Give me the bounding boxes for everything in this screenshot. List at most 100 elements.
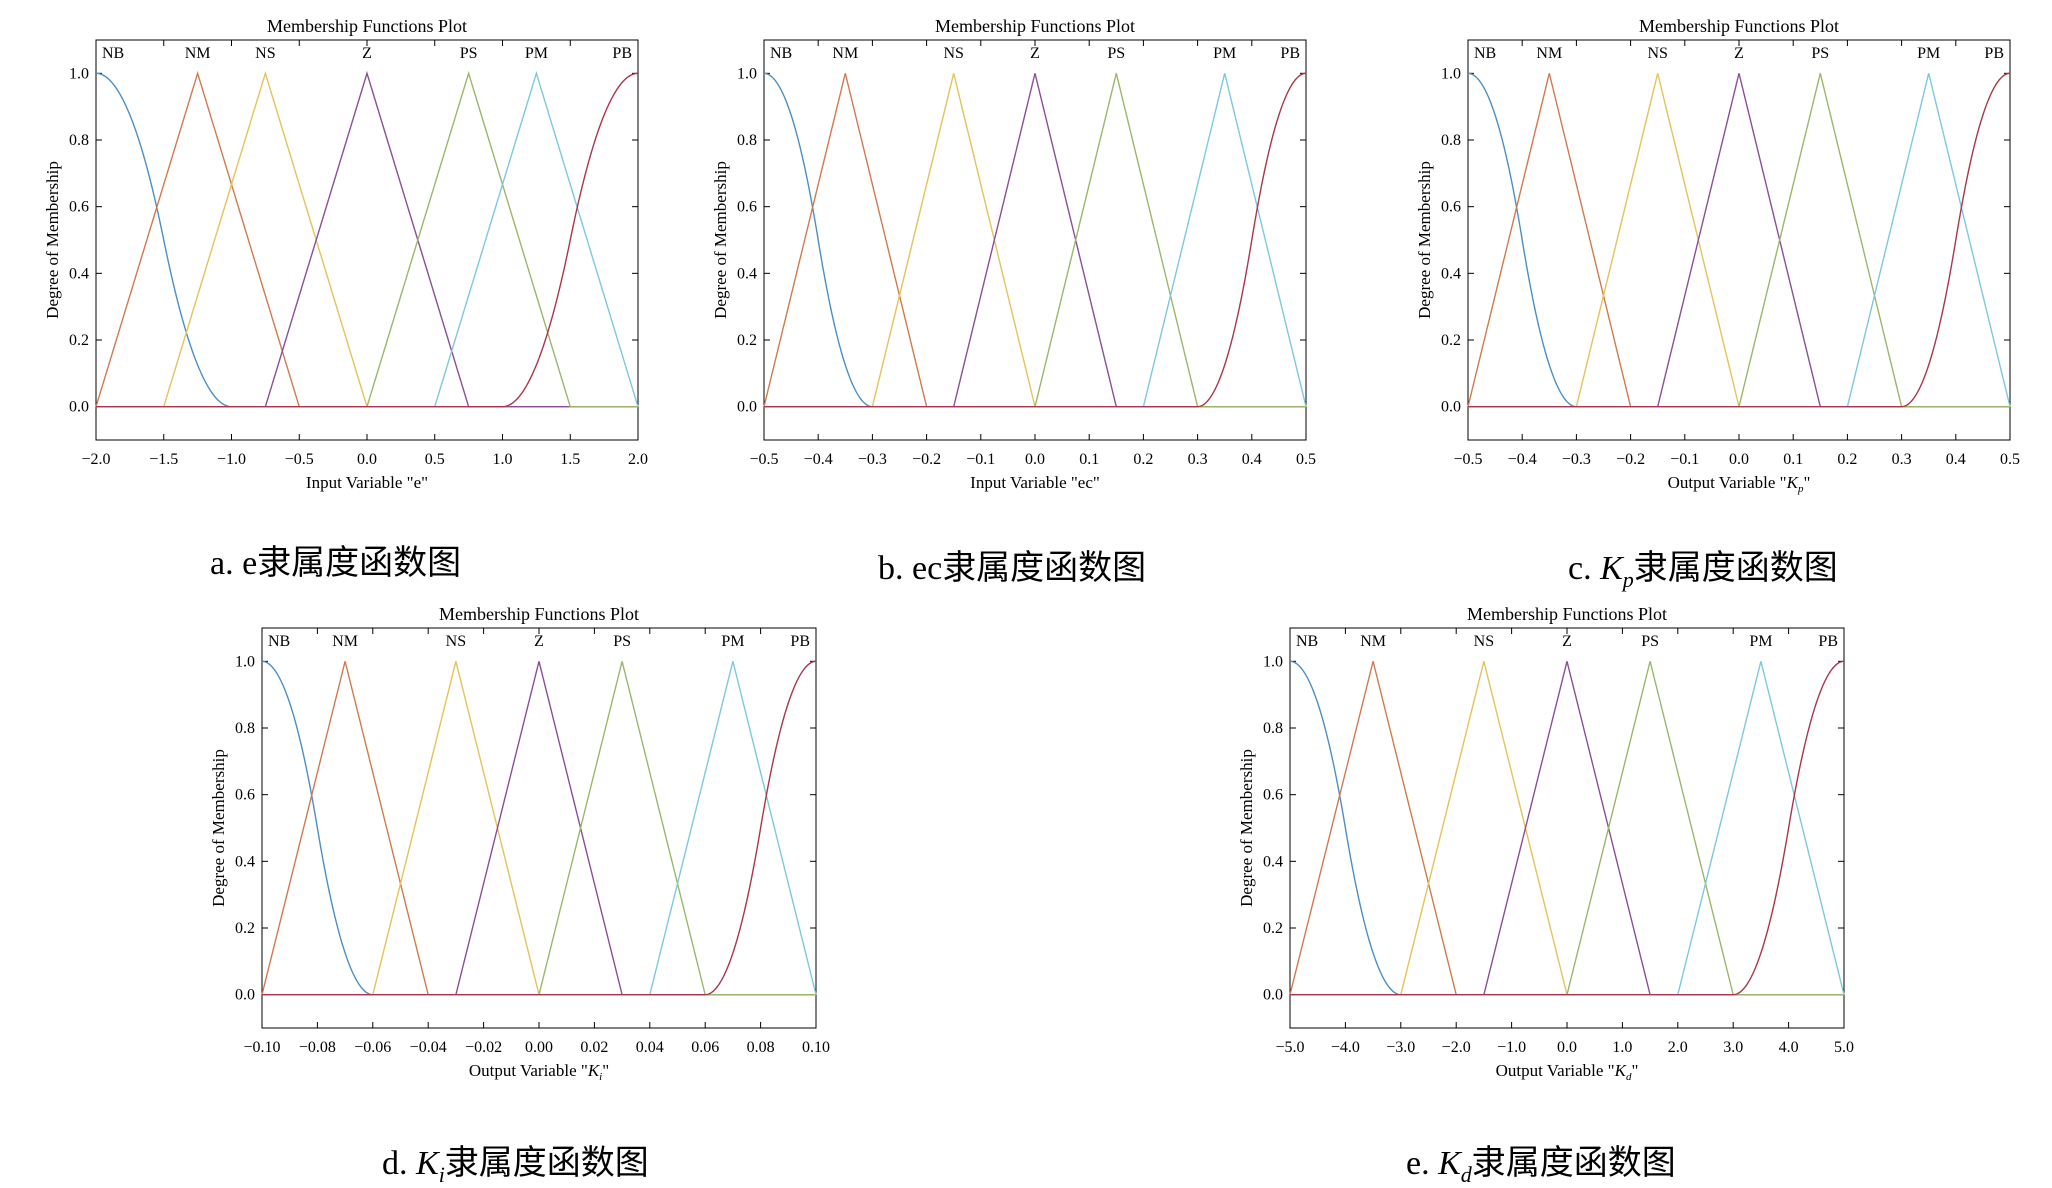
series-label-nb: NB	[770, 45, 792, 62]
series-curve-pm	[764, 73, 1307, 408]
series-label-nm: NM	[332, 633, 358, 650]
series-curve-z	[262, 661, 816, 996]
series-label-ps: PS	[613, 633, 631, 650]
series-curve-pb	[262, 660, 817, 996]
series-label-ps: PS	[1811, 45, 1829, 62]
y-tick-label: 0.2	[737, 332, 757, 349]
x-tick-label: −0.5	[1453, 451, 1482, 468]
x-tick-label: 0.0	[1729, 451, 1749, 468]
series-label-pm: PM	[525, 45, 548, 62]
series-curve-nb	[763, 72, 1306, 408]
series-label-pb: PB	[790, 633, 810, 650]
series-label-pb: PB	[1818, 633, 1838, 650]
x-tick-label: 0.4	[1946, 451, 1966, 468]
x-tick-label: 0.5	[425, 451, 445, 468]
x-tick-label: 0.4	[1242, 451, 1262, 468]
y-tick-label: 1.0	[1441, 65, 1461, 82]
x-tick-label: 0.04	[636, 1039, 664, 1056]
plot-frame	[1467, 39, 2011, 441]
x-tick-label: −0.02	[465, 1039, 502, 1056]
x-tick-label: 0.08	[747, 1039, 775, 1056]
y-tick-label: 0.0	[235, 987, 255, 1004]
caption-e-text: 隶属度函数图	[1471, 1145, 1676, 1182]
x-tick-label: 0.06	[691, 1039, 719, 1056]
y-tick-label: 0.8	[1263, 720, 1283, 737]
caption-c-prefix: c.	[1568, 550, 1592, 587]
x-axis-label-sub: d	[1626, 1071, 1632, 1083]
caption-b: b. ec隶属度函数图	[878, 540, 1146, 589]
chart-panel-a: Membership Functions Plot −2.0 −1.5 −1.0 −0.…	[43, 16, 648, 492]
series-label-pb: PB	[1984, 45, 2004, 62]
x-tick-label: 1.5	[560, 451, 580, 468]
series-label-z: Z	[1030, 45, 1040, 62]
series-label-ps: PS	[1641, 633, 1659, 650]
x-tick-label: 0.2	[1133, 451, 1153, 468]
series-label-pb: PB	[612, 45, 632, 62]
y-tick-label: 0.4	[737, 265, 757, 282]
x-axis-label-var: K	[1786, 473, 1800, 492]
series-curve-ns	[1468, 73, 2010, 408]
y-tick-label: 0.2	[69, 332, 89, 349]
x-tick-label: −0.2	[1616, 451, 1645, 468]
x-axis-label-sub: i	[599, 1071, 602, 1083]
x-tick-label: −0.08	[299, 1039, 336, 1056]
series-label-z: Z	[534, 633, 544, 650]
chart-title: Membership Functions Plot	[267, 16, 467, 36]
chart-title: Membership Functions Plot	[439, 604, 639, 624]
series-label-nb: NB	[102, 45, 124, 62]
series-label-nm: NM	[1360, 633, 1386, 650]
x-tick-label: 0.00	[525, 1039, 553, 1056]
series-curve-nb	[1467, 72, 2010, 408]
y-tick-label: 0.6	[69, 199, 89, 216]
caption-d-var: K	[416, 1145, 439, 1182]
caption-b-text: 隶属度函数图	[942, 550, 1147, 587]
series-label-z: Z	[1562, 633, 1572, 650]
caption-d: d. Ki隶属度函数图	[382, 1135, 649, 1188]
caption-e-sub: d	[1460, 1161, 1472, 1187]
series-label-nm: NM	[185, 45, 211, 62]
x-tick-label: 2.0	[628, 451, 648, 468]
series-curve-pb	[764, 72, 1307, 408]
chart-title: Membership Functions Plot	[1467, 604, 1667, 624]
x-tick-label: −0.4	[1508, 451, 1537, 468]
x-tick-label: 2.0	[1668, 1039, 1688, 1056]
x-tick-label: 4.0	[1779, 1039, 1799, 1056]
series-label-nm: NM	[832, 45, 858, 62]
caption-e: e. Kd隶属度函数图	[1406, 1135, 1676, 1188]
caption-a-prefix: a. e	[210, 545, 258, 582]
x-tick-label: −0.4	[804, 451, 833, 468]
x-tick-label: −5.0	[1275, 1039, 1304, 1056]
chart-title: Membership Functions Plot	[1639, 16, 1839, 36]
x-tick-label: −1.5	[149, 451, 178, 468]
x-axis-label-text: Output Variable "	[469, 1061, 588, 1080]
y-tick-label: 0.0	[1263, 987, 1283, 1004]
series-label-nm: NM	[1536, 45, 1562, 62]
y-tick-label: 0.6	[1263, 787, 1283, 804]
plot-frame	[763, 39, 1307, 441]
caption-a-text: 隶属度函数图	[257, 545, 462, 582]
x-tick-label: 5.0	[1834, 1039, 1854, 1056]
y-tick-label: 0.2	[1441, 332, 1461, 349]
series-label-ns: NS	[446, 633, 466, 650]
series-curve-ps	[96, 70, 638, 408]
caption-b-prefix: b. ec	[878, 550, 943, 587]
x-tick-label: 0.2	[1837, 451, 1857, 468]
x-tick-label: −1.0	[1497, 1039, 1526, 1056]
series-curve-z	[1468, 73, 2010, 408]
x-axis-label: Output Variable "Ki"	[469, 1061, 609, 1083]
caption-d-prefix: d.	[382, 1145, 408, 1182]
y-tick-label: 0.0	[737, 399, 757, 416]
y-tick-label: 0.6	[235, 787, 255, 804]
series-label-ns: NS	[255, 45, 275, 62]
caption-c-sub: p	[1622, 566, 1634, 592]
series-label-pm: PM	[1917, 45, 1940, 62]
x-tick-label: 3.0	[1723, 1039, 1743, 1056]
y-tick-label: 0.4	[1441, 265, 1461, 282]
x-tick-label: −2.0	[81, 451, 110, 468]
chart-panel-e: Membership Functions Plot −5.0 −4.0 −3.0 −2.…	[1237, 604, 1854, 1083]
x-tick-label: 0.02	[580, 1039, 608, 1056]
series-curve-nm	[1289, 661, 1844, 996]
x-axis-label: Output Variable "Kp"	[1668, 473, 1811, 495]
series-label-ns: NS	[1474, 633, 1494, 650]
